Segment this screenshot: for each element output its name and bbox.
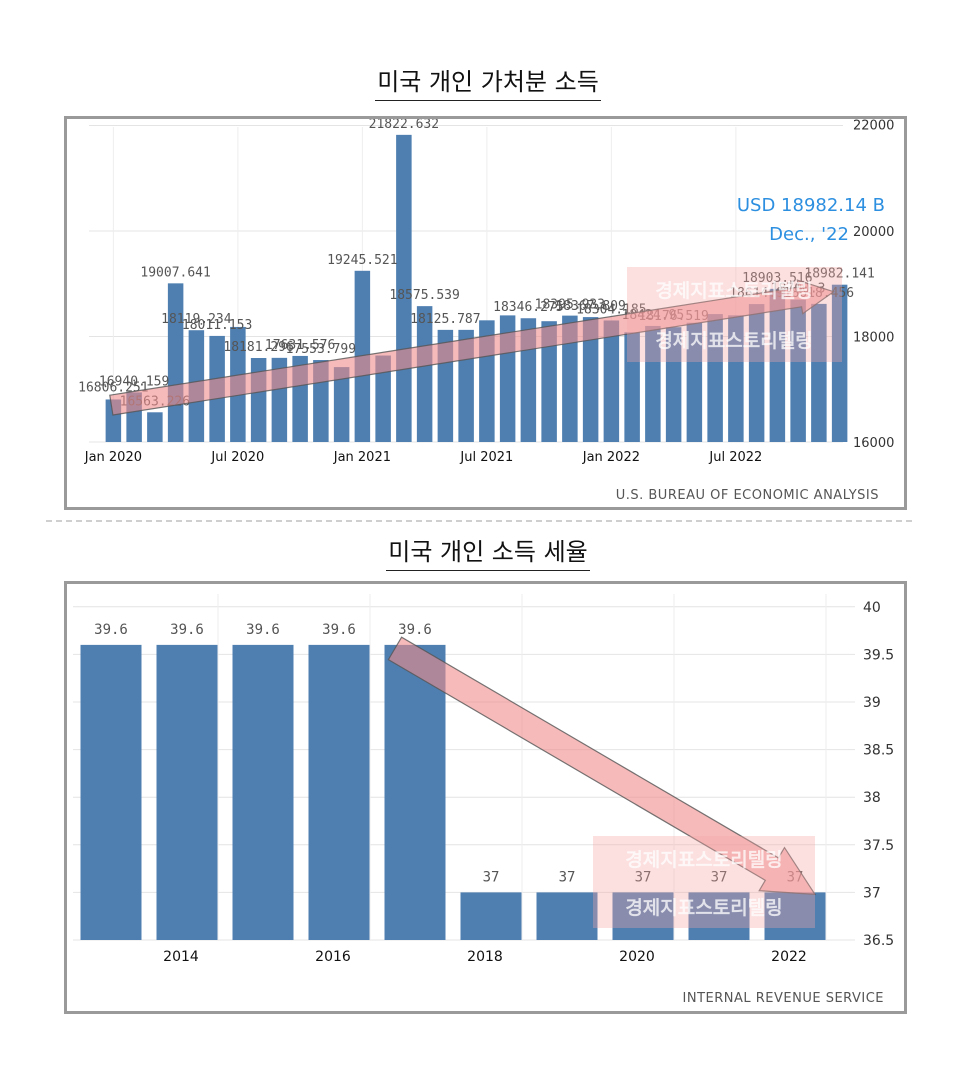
data-label: 19245.521 <box>327 253 397 268</box>
bar <box>728 315 744 442</box>
bar <box>769 288 786 442</box>
bar <box>764 892 826 940</box>
bar <box>460 892 522 940</box>
bar <box>686 322 703 442</box>
y-tick-label: 37 <box>863 885 881 901</box>
data-label: 18367.809 <box>555 299 625 314</box>
bar <box>582 317 599 442</box>
bar <box>416 306 433 442</box>
data-label: 18119.234 <box>161 312 232 327</box>
watermark-text: 경제지표스토리텔링 <box>625 897 782 919</box>
data-label: 19007.641 <box>140 265 210 280</box>
income-chart-svg: 16000 18000 20000 22000 Jan 2020 Jul 2020 Jan … <box>78 119 894 503</box>
bar <box>612 892 674 940</box>
bar <box>624 332 640 442</box>
data-label: 17553.799 <box>286 342 356 357</box>
bar <box>156 644 218 940</box>
watermark-text: 경제지표스토리텔링 <box>655 280 812 302</box>
data-label: 18575.539 <box>389 288 459 303</box>
data-label: 18125.787 <box>410 312 480 327</box>
x-tick-label: Jan 2020 <box>84 450 142 465</box>
data-label: 39.6 <box>398 622 432 638</box>
x-tick-label: 2022 <box>771 949 807 965</box>
trend-arrow <box>109 279 835 416</box>
y-tick-label: 39.5 <box>863 647 894 663</box>
bar <box>688 892 750 940</box>
bar <box>384 644 446 940</box>
y-tick-label: 20000 <box>853 225 894 240</box>
data-label: 37 <box>711 869 728 885</box>
tax-chart-panel: 36.5 37 37.5 38 38.5 39 39.5 40 39.6 39.6 39.6 39.6… <box>64 581 907 1014</box>
bar <box>333 367 350 442</box>
data-label: 39.6 <box>322 622 356 638</box>
data-label: 37 <box>559 869 576 885</box>
x-tick-label: Jul 2020 <box>210 450 264 465</box>
tax-chart-svg: 36.5 37 37.5 38 38.5 39 39.5 40 39.6 39.6 39.6 39.6… <box>73 594 894 1006</box>
x-tick-label: Jul 2021 <box>459 450 513 465</box>
data-label: 37 <box>483 869 500 885</box>
tax-chart-title: 미국 개인 소득 세율 <box>0 532 976 571</box>
bar <box>541 321 557 442</box>
data-label: 18346.275 <box>493 300 563 315</box>
bar <box>232 644 294 940</box>
x-tick-label: 2014 <box>163 949 199 965</box>
latest-value: USD 18982.14 B <box>737 195 885 216</box>
bar <box>665 327 682 442</box>
data-label: 18903.516 <box>742 271 812 286</box>
x-tick-label: Jan 2022 <box>582 450 640 465</box>
bar <box>790 299 806 442</box>
income-chart-title: 미국 개인 가처분 소득 <box>0 62 976 101</box>
bar <box>811 303 827 442</box>
watermark-box <box>627 267 842 362</box>
y-tick-label: 40 <box>863 600 881 616</box>
watermark-text: 경제지표스토리텔링 <box>655 330 812 352</box>
data-label: 39.6 <box>94 622 128 638</box>
x-tick-label: Jan 2021 <box>333 450 391 465</box>
data-label: 18982.141 <box>804 267 874 282</box>
watermark-text: 경제지표스토리텔링 <box>625 849 782 871</box>
section-divider <box>46 520 912 522</box>
data-label: 21822.632 <box>369 119 439 132</box>
bar <box>308 644 370 940</box>
data-label: 18395.933 <box>535 298 605 313</box>
bar <box>147 412 163 442</box>
y-tick-label: 16000 <box>853 436 894 451</box>
y-tick-label: 36.5 <box>863 933 894 949</box>
data-label: 39.6 <box>170 622 204 638</box>
bar <box>707 314 723 442</box>
bar <box>603 320 620 442</box>
x-tick-label: 2018 <box>467 949 503 965</box>
data-label: 18011.153 <box>182 318 252 333</box>
y-tick-label: 18000 <box>853 331 894 346</box>
income-title-text: 미국 개인 가처분 소득 <box>375 68 601 101</box>
latest-date: Dec., '22 <box>769 224 849 245</box>
tax-title-text: 미국 개인 소득 세율 <box>386 538 590 571</box>
x-tick-label: 2020 <box>619 949 655 965</box>
source-label: INTERNAL REVENUE SERVICE <box>683 991 884 1006</box>
watermark-box <box>593 836 815 928</box>
bar <box>748 304 765 442</box>
y-tick-label: 38 <box>863 790 881 806</box>
bar <box>562 315 578 442</box>
bar <box>80 644 142 940</box>
y-tick-label: 38.5 <box>863 743 894 759</box>
income-chart-panel: 16000 18000 20000 22000 Jan 2020 Jul 2020 Jan … <box>64 116 907 510</box>
trend-arrow <box>387 636 817 896</box>
data-label: 39.6 <box>246 622 280 638</box>
data-label: 16940.159 <box>99 374 169 389</box>
y-tick-label: 39 <box>863 695 881 711</box>
bar <box>536 892 598 940</box>
y-tick-label: 22000 <box>853 119 894 134</box>
x-tick-label: Jul 2022 <box>708 450 762 465</box>
data-label: 18181.296 <box>223 340 293 355</box>
data-label: 37 <box>635 869 652 885</box>
bar <box>645 325 661 442</box>
y-tick-label: 37.5 <box>863 838 894 854</box>
x-tick-label: 2016 <box>315 949 351 965</box>
bar <box>831 284 848 442</box>
source-label: U.S. BUREAU OF ECONOMIC ANALYSIS <box>616 488 879 503</box>
bar <box>167 283 184 442</box>
bar <box>375 355 391 442</box>
data-label: 17631.576 <box>265 338 335 353</box>
